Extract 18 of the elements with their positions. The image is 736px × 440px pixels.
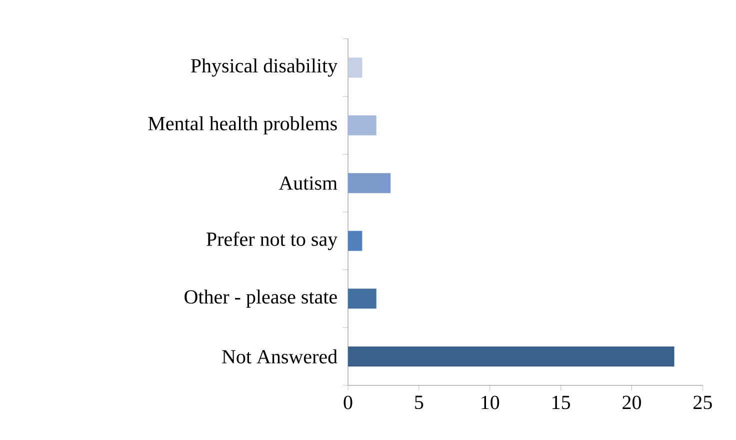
y-tick-label: Not Answered (222, 349, 338, 364)
bar (348, 58, 362, 78)
bar (348, 115, 376, 136)
x-tick-label: 15 (552, 396, 570, 410)
x-tick-label: 5 (415, 396, 424, 410)
bar (348, 173, 391, 194)
y-tick-label: Mental health problems (148, 116, 337, 134)
x-tick-label: 25 (694, 396, 712, 410)
y-tick-label: Autism (278, 176, 338, 190)
x-tick-label: 0 (344, 396, 352, 410)
bar (348, 288, 376, 309)
bar (348, 346, 674, 366)
y-tick-label: Prefer not to say (206, 232, 338, 250)
y-tick-label: Other - please state (184, 290, 337, 308)
y-tick-label: Physical disability (190, 58, 338, 77)
x-tick-label: 20 (622, 396, 641, 410)
x-tick-label: 10 (482, 396, 500, 410)
bar (348, 230, 362, 251)
